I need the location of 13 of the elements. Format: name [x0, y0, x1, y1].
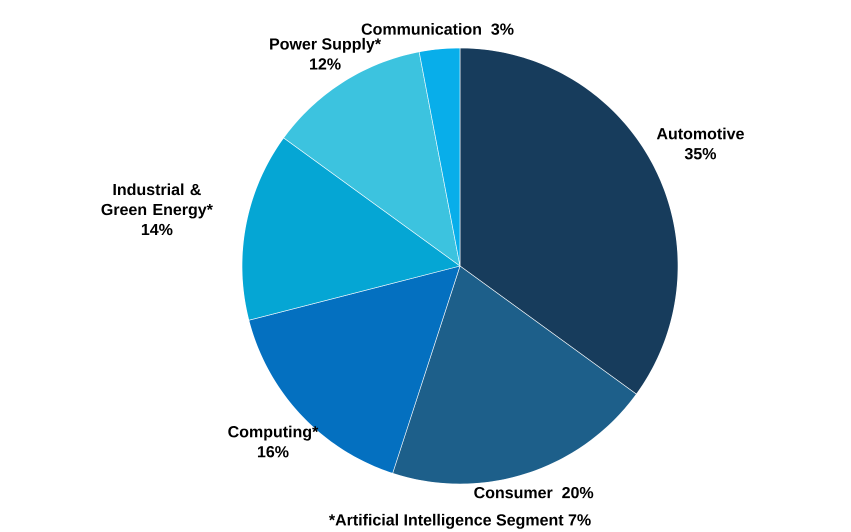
text: *Artificial Intelligence Segment 7% — [328, 514, 591, 529]
data-label: 3% — [491, 23, 514, 35]
slice-label: Industrial & Green Energy* — [102, 183, 213, 218]
data-label: 20% — [562, 486, 594, 498]
slice-label: Computing* — [228, 426, 318, 441]
slice-label: Automotive — [656, 128, 744, 140]
data-label: 12% — [310, 58, 341, 70]
data-label: 14% — [142, 224, 172, 236]
slice-label: Communication — [362, 23, 481, 35]
slice-label: Power Supply* — [270, 38, 382, 53]
data-label: 35% — [684, 148, 716, 160]
slice-label: Consumer — [474, 486, 552, 498]
data-label: 16% — [258, 446, 289, 458]
